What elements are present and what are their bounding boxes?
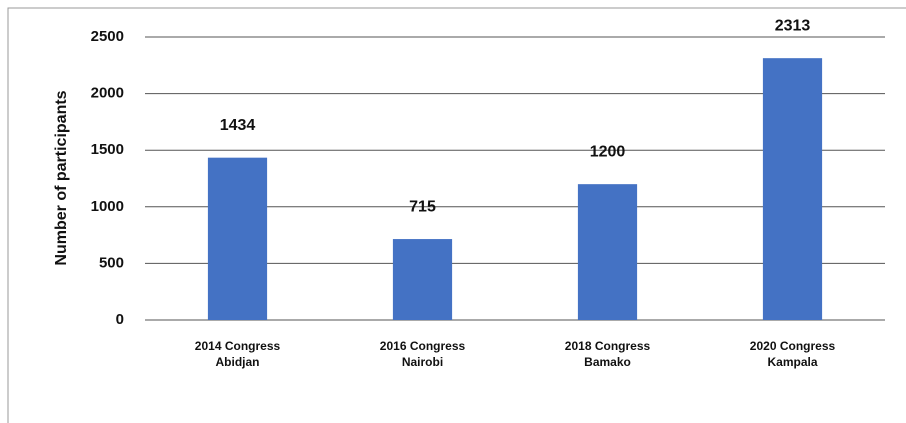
x-tick-label: Kampala bbox=[767, 355, 817, 369]
frame bbox=[7, 7, 906, 423]
y-tick-label: 2000 bbox=[91, 85, 124, 102]
x-tick-label: Bamako bbox=[584, 355, 631, 369]
y-axis-label: Number of participants bbox=[53, 90, 70, 265]
x-tick-label: 2020 Congress bbox=[750, 339, 836, 353]
x-tick-label: Nairobi bbox=[402, 355, 443, 369]
bar bbox=[207, 157, 268, 320]
y-tick-label: 1000 bbox=[91, 198, 124, 215]
data-label: 1200 bbox=[590, 143, 626, 160]
x-tick-label: 2014 Congress bbox=[195, 339, 281, 353]
data-label: 2313 bbox=[775, 17, 811, 34]
data-label: 1434 bbox=[220, 117, 256, 134]
y-tick-label: 2500 bbox=[91, 28, 124, 45]
x-tick-label: 2016 Congress bbox=[380, 339, 466, 353]
bar bbox=[762, 58, 823, 321]
bar bbox=[577, 184, 638, 320]
bar bbox=[392, 239, 453, 320]
y-tick-label: 0 bbox=[116, 311, 124, 328]
x-tick-label: Abidjan bbox=[216, 355, 260, 369]
x-tick-label: 2018 Congress bbox=[565, 339, 651, 353]
data-label: 715 bbox=[409, 198, 436, 215]
y-tick-label: 1500 bbox=[91, 141, 124, 158]
y-tick-label: 500 bbox=[99, 254, 124, 271]
